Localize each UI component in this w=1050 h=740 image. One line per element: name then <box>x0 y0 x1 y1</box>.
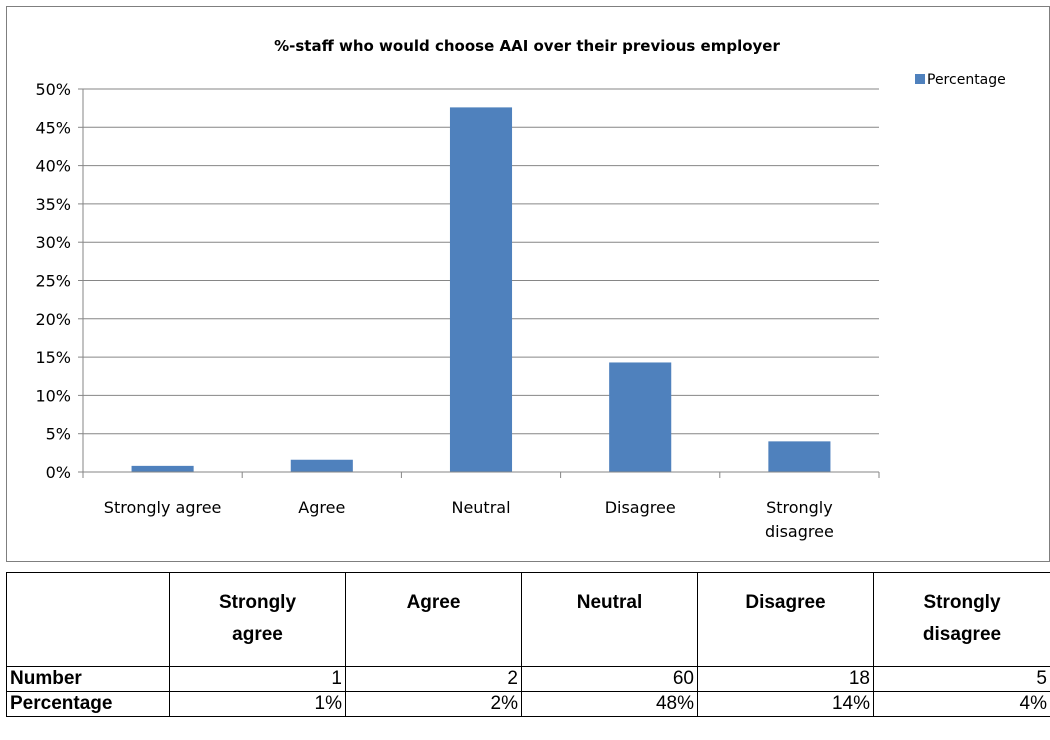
bar <box>131 465 194 472</box>
x-tick-label: Disagree <box>605 498 676 517</box>
table-cell: 2% <box>345 691 522 717</box>
table-row-label: Percentage <box>6 691 170 717</box>
y-tick-label: 5% <box>46 425 71 444</box>
table-row: Number 1 2 60 18 5 <box>6 666 1050 692</box>
y-tick-label: 50% <box>35 80 71 99</box>
bar <box>609 362 672 472</box>
y-tick-label: 0% <box>46 463 71 482</box>
y-tick-label: 40% <box>35 157 71 176</box>
table-cell: 14% <box>697 691 874 717</box>
table-header-cell: Strongly disagree <box>873 572 1050 667</box>
y-tick-label: 30% <box>35 233 71 252</box>
x-tick-label: Agree <box>298 498 345 517</box>
y-tick-label: 15% <box>35 348 71 367</box>
table-cell: 4% <box>873 691 1050 717</box>
table-header-cell: Disagree <box>697 572 874 667</box>
table-cell: 18 <box>697 666 874 692</box>
y-tick-label: 45% <box>35 118 71 137</box>
y-tick-label: 20% <box>35 310 71 329</box>
bar-chart: %-staff who would choose AAI over their … <box>35 37 1006 541</box>
bar <box>449 107 513 472</box>
table-cell: 5 <box>873 666 1050 692</box>
chart-title: %-staff who would choose AAI over their … <box>274 37 780 55</box>
y-tick-label: 10% <box>35 386 71 405</box>
x-tick-label: Strongly agree <box>104 498 222 517</box>
table-cell: 1 <box>169 666 346 692</box>
x-tick-label: Strongly disagree <box>765 498 834 541</box>
table-cell: 48% <box>521 691 698 717</box>
legend-swatch <box>915 74 925 84</box>
y-tick-label: 25% <box>35 272 71 291</box>
table-header-cell: Strongly agree <box>169 572 346 667</box>
data-table: Strongly agree Agree Neutral Disagree Strongl… <box>6 572 1050 717</box>
x-tick-label: Neutral <box>451 498 510 517</box>
table-corner-cell <box>6 572 170 667</box>
table-header-row: Strongly agree Agree Neutral Disagree Strongl… <box>6 572 1050 667</box>
legend-label: Percentage <box>927 72 1006 88</box>
table-row: Percentage 1% 2% 48% 14% 4% <box>6 691 1050 717</box>
table-row-label: Number <box>6 666 170 692</box>
table-cell: 60 <box>521 666 698 692</box>
table-cell: 2 <box>345 666 522 692</box>
bar <box>768 441 831 472</box>
table-header-cell: Agree <box>345 572 522 667</box>
table-cell: 1% <box>169 691 346 717</box>
y-tick-label: 35% <box>35 195 71 214</box>
table-header-cell: Neutral <box>521 572 698 667</box>
chart-frame: %-staff who would choose AAI over their … <box>6 6 1050 562</box>
bar <box>290 459 353 472</box>
